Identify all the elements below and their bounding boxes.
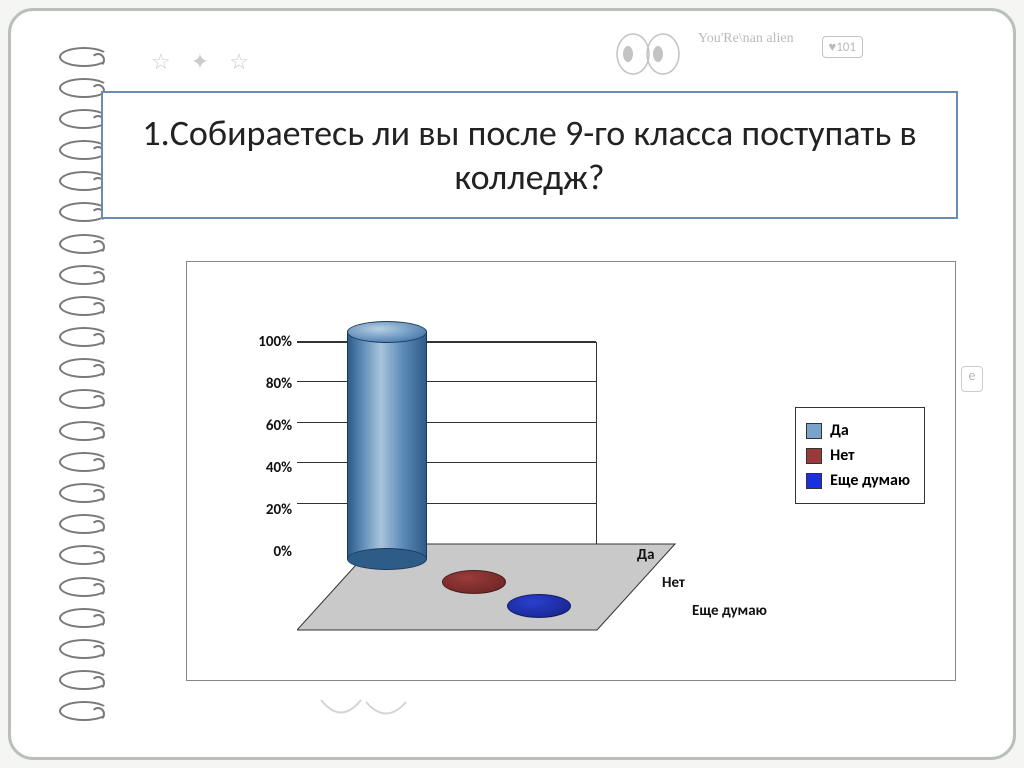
depth-label: Нет bbox=[662, 574, 685, 592]
legend-item: Да bbox=[806, 418, 910, 443]
gridline bbox=[297, 462, 596, 463]
legend-item: Нет bbox=[806, 443, 910, 468]
chart-legend: Да Нет Еще думаю bbox=[795, 407, 925, 504]
legend-label: Еще думаю bbox=[830, 471, 910, 490]
gridline bbox=[297, 422, 596, 423]
alien-text: You'Re\nan alien bbox=[698, 31, 794, 47]
chart-back-wall bbox=[297, 342, 597, 544]
gridline bbox=[297, 381, 596, 382]
bar-disc-eshe bbox=[507, 594, 571, 618]
side-tab: e bbox=[961, 366, 983, 392]
cylinder-top bbox=[347, 321, 427, 343]
chart-container: 0%20%40%60%80%100% ДаНетЕще думаю ДаНетЕ… bbox=[186, 261, 956, 681]
legend-label: Нет bbox=[830, 446, 854, 465]
legend-label: Да bbox=[830, 421, 849, 440]
bar-disc-net bbox=[442, 570, 506, 594]
depth-label: Еще думаю bbox=[692, 602, 767, 620]
star-icon: ☆ bbox=[229, 48, 249, 75]
doodle-bottom bbox=[311, 690, 431, 737]
chart-plot-area: 0%20%40%60%80%100% ДаНетЕще думаю bbox=[297, 342, 677, 632]
cylinder-bottom bbox=[347, 548, 427, 570]
slide-title: 1.Собираетесь ли вы после 9-го класса по… bbox=[101, 91, 958, 219]
legend-swatch bbox=[806, 473, 822, 489]
gridline bbox=[297, 503, 596, 504]
bar-cylinder-da bbox=[347, 321, 427, 570]
star-icon: ✦ bbox=[191, 48, 209, 75]
cylinder-body bbox=[347, 332, 427, 559]
alien-doodle: You'Re\nan alien bbox=[613, 26, 693, 80]
legend-item: Еще думаю bbox=[806, 468, 910, 493]
heart-badge: ♥101 bbox=[822, 36, 864, 58]
legend-swatch bbox=[806, 448, 822, 464]
legend-swatch bbox=[806, 423, 822, 439]
y-axis: 0%20%40%60%80%100% bbox=[232, 342, 292, 552]
depth-label: Да bbox=[637, 546, 655, 564]
star-icon: ☆ bbox=[151, 48, 171, 75]
doodle-top: ☆ ✦ ☆ You'Re\nan alien ♥101 bbox=[151, 26, 973, 96]
depth-axis-labels: ДаНетЕще думаю bbox=[647, 542, 787, 632]
slide-frame: ☆ ✦ ☆ You'Re\nan alien ♥101 e 1.Собирает… bbox=[8, 8, 1016, 760]
